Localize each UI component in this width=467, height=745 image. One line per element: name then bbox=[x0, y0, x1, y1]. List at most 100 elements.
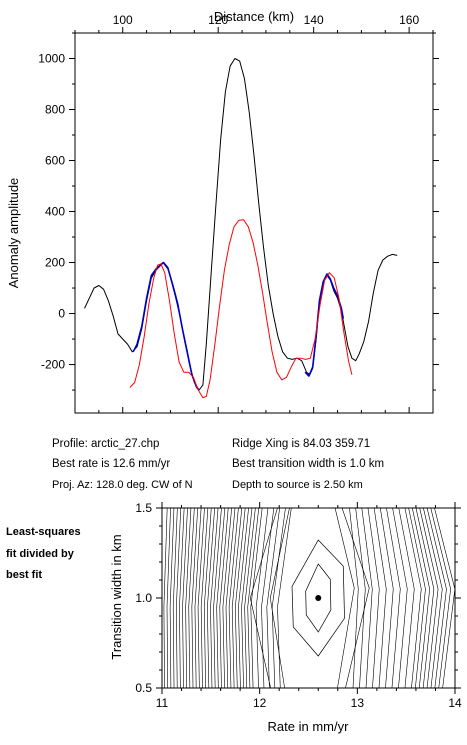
contour-line bbox=[379, 507, 394, 689]
contour-line bbox=[423, 507, 443, 689]
contour-line bbox=[210, 507, 219, 689]
top-plot-frame bbox=[74, 32, 434, 414]
contour-line bbox=[408, 507, 426, 689]
series-line-2 bbox=[304, 273, 345, 377]
contour-line bbox=[182, 507, 188, 689]
best-fit-point bbox=[315, 595, 322, 601]
contour-line bbox=[169, 507, 175, 689]
contour-line bbox=[228, 507, 239, 689]
bottom-xlabel: Rate in mm/yr bbox=[268, 719, 350, 734]
contour-line bbox=[172, 507, 178, 689]
bottom-y-tick-label: 1.0 bbox=[135, 591, 152, 605]
contour-line bbox=[373, 507, 387, 689]
side-note: Least-squares fit divided by best fit bbox=[6, 522, 81, 587]
top-y-tick-label: 600 bbox=[45, 154, 65, 168]
top-x-tick-label: 140 bbox=[304, 13, 324, 27]
top-y-tick-label: -200 bbox=[41, 358, 65, 372]
contour-line bbox=[249, 507, 278, 689]
contour-line bbox=[200, 507, 209, 689]
top-x-tick-label: 100 bbox=[113, 13, 133, 27]
contour-line bbox=[247, 507, 260, 689]
bottom-y-tick-label: 1.5 bbox=[135, 501, 152, 515]
anomaly-profile-chart: 100 120 140 160 -200 0 200 400 600 800 1000 Distan… bbox=[6, 9, 439, 414]
series-line-0 bbox=[84, 58, 398, 391]
contour-line bbox=[334, 507, 355, 689]
top-chart-series bbox=[84, 58, 398, 399]
contour-line bbox=[419, 507, 439, 689]
contour-line bbox=[191, 507, 199, 689]
contour-loop bbox=[305, 563, 332, 633]
contour-line bbox=[235, 507, 246, 689]
contour-line bbox=[349, 507, 359, 689]
contour-line bbox=[238, 507, 249, 689]
projection-azimuth-text: Proj. Az: 128.0 deg. CW of N bbox=[52, 479, 193, 491]
contour-line bbox=[213, 507, 222, 689]
contour-line bbox=[386, 507, 401, 689]
contour-line bbox=[398, 507, 415, 689]
contour-line bbox=[404, 507, 422, 689]
contour-line bbox=[225, 507, 236, 689]
series-line-3 bbox=[129, 219, 353, 399]
depth-to-source-text: Depth to source is 2.50 km bbox=[232, 479, 363, 491]
bottom-x-tick-label: 12 bbox=[253, 696, 267, 710]
bottom-x-tick-label: 11 bbox=[156, 696, 169, 710]
contour-line bbox=[392, 507, 408, 689]
top-y-tick-label: 800 bbox=[45, 103, 65, 117]
best-width-text: Best transition width is 1.0 km bbox=[232, 458, 385, 470]
contour-line bbox=[277, 507, 292, 689]
contour-line bbox=[176, 507, 182, 689]
contour-line bbox=[244, 507, 256, 689]
contour-line bbox=[415, 507, 435, 689]
side-note-line: fit divided by bbox=[6, 547, 74, 560]
profile-name-text: Profile: arctic_27.chp bbox=[52, 438, 160, 450]
contour-line bbox=[188, 507, 195, 689]
contour-line bbox=[367, 507, 380, 689]
contour-line bbox=[250, 507, 263, 689]
top-chart-ticks: 100 120 140 160 -200 0 200 400 600 800 1000 bbox=[38, 13, 439, 413]
bottom-ylabel: Transition width in km bbox=[109, 534, 124, 659]
contour-line bbox=[194, 507, 202, 689]
contour-line bbox=[216, 507, 226, 689]
series-line-1 bbox=[132, 261, 200, 391]
top-y-tick-label: 400 bbox=[45, 205, 65, 219]
contour-line bbox=[203, 507, 212, 689]
contour-line bbox=[266, 507, 280, 689]
top-y-tick-label: 200 bbox=[45, 256, 65, 270]
side-note-line: best fit bbox=[6, 569, 43, 581]
contour-line bbox=[241, 507, 253, 689]
side-note-line: Least-squares bbox=[6, 526, 81, 538]
contour-line bbox=[412, 507, 430, 689]
contour-line bbox=[269, 507, 290, 689]
contour-loop bbox=[291, 539, 345, 657]
contour-line bbox=[197, 507, 205, 689]
bottom-x-tick-label: 14 bbox=[448, 696, 462, 710]
contour-line bbox=[207, 507, 215, 689]
contour-line bbox=[179, 507, 185, 689]
contour-line bbox=[261, 507, 275, 689]
contour-line bbox=[430, 507, 451, 689]
bottom-chart-ticks: 11 12 13 14 0.5 1.0 1.5 bbox=[135, 501, 462, 710]
top-xlabel: Distance (km) bbox=[214, 9, 294, 24]
contour-line bbox=[361, 507, 373, 689]
top-x-tick-label: 120 bbox=[208, 13, 228, 27]
contour-line bbox=[426, 507, 447, 689]
contour-line bbox=[166, 507, 171, 689]
top-y-tick-label: 0 bbox=[58, 307, 65, 321]
contour-line bbox=[271, 507, 286, 689]
top-y-tick-label: 1000 bbox=[38, 52, 65, 66]
bottom-y-tick-label: 0.5 bbox=[135, 681, 152, 695]
contour-line bbox=[255, 507, 269, 689]
top-x-tick-label: 160 bbox=[399, 13, 419, 27]
contour-line bbox=[219, 507, 229, 689]
bottom-x-tick-label: 13 bbox=[351, 696, 365, 710]
contour-line bbox=[185, 507, 192, 689]
contour-line bbox=[231, 507, 243, 689]
contour-line bbox=[355, 507, 366, 689]
contour-line bbox=[222, 507, 232, 689]
misfit-contour-chart: 11 12 13 14 0.5 1.0 1.5 Rate in mm/yr Transiti… bbox=[109, 501, 462, 734]
contour-lines bbox=[163, 507, 456, 689]
contour-line bbox=[163, 507, 168, 689]
top-ylabel: Anomaly amplitude bbox=[6, 178, 21, 289]
best-rate-text: Best rate is 12.6 mm/yr bbox=[52, 458, 171, 470]
